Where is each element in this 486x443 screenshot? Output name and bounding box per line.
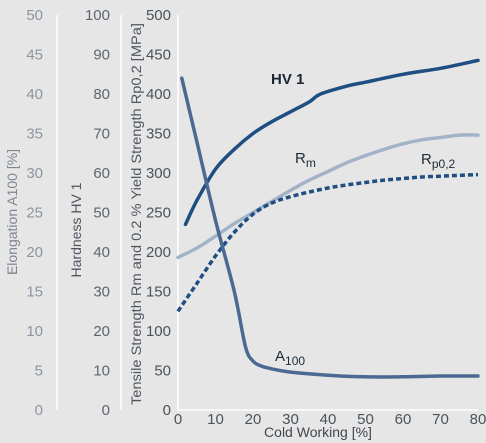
tick-strength-400: 400: [146, 86, 171, 103]
tick-strength-150: 150: [146, 284, 171, 301]
axis-title-strength-text: Tensile Strength Rm and 0.2 % Yield Stre…: [128, 23, 144, 405]
series-line-rp0-2: [176, 172, 479, 313]
series-line-a100: [180, 76, 480, 379]
tick-elongation-0: 0: [35, 402, 43, 419]
label-hv1-text: HV 1: [271, 71, 304, 88]
axis-title-elongation: Elongation A100 [%]: [4, 149, 20, 275]
tick-elongation-20: 20: [26, 244, 43, 261]
label-rm-main: R: [295, 150, 306, 167]
tick-x-70: 70: [432, 411, 449, 428]
tick-hardness-100: 100: [85, 7, 110, 24]
label-rp02-main: R: [421, 151, 432, 168]
label-a100-main: A: [275, 348, 285, 365]
axis-title-strength: Tensile Strength Rm and 0.2 % Yield Stre…: [128, 23, 144, 405]
tick-strength-300: 300: [146, 165, 171, 182]
tick-hardness-0: 0: [102, 402, 110, 419]
label-a100-sub: 100: [285, 354, 305, 368]
tick-hardness-50: 50: [93, 205, 110, 222]
axis-title-elongation-text: Elongation A100 [%]: [4, 149, 20, 275]
series-line-hv-1: [183, 58, 480, 227]
tick-elongation-5: 5: [35, 363, 43, 380]
label-rm-sub: m: [306, 156, 316, 170]
tick-elongation-25: 25: [26, 205, 43, 222]
ticks-elongation: 0 5 10 15 20 25 30 35 40 45 50: [26, 7, 43, 419]
tick-strength-250: 250: [146, 205, 171, 222]
axis-title-hardness-text: Hardness HV 1: [68, 182, 84, 277]
tick-strength-0: 0: [163, 402, 171, 419]
ticks-x: 0 10 20 30 40 50 60 70 80: [174, 411, 486, 428]
tick-elongation-50: 50: [26, 7, 43, 24]
tick-hardness-80: 80: [93, 86, 110, 103]
ticks-hardness: 0 10 20 30 40 50 60 70 80 90 100: [85, 7, 110, 419]
ticks-strength: 0 50 100 150 200 250 300 350 400 450 500: [146, 7, 171, 419]
tick-x-0: 0: [174, 411, 182, 428]
tick-elongation-35: 35: [26, 126, 43, 143]
label-hv1: HV 1: [271, 71, 304, 88]
tick-x-40: 40: [320, 411, 337, 428]
tick-x-50: 50: [357, 411, 374, 428]
tick-elongation-40: 40: [26, 86, 43, 103]
tick-hardness-30: 30: [93, 284, 110, 301]
label-rp02: Rp0,2: [421, 151, 456, 171]
tick-x-30: 30: [282, 411, 299, 428]
tick-strength-50: 50: [154, 363, 171, 380]
series-layer: [176, 58, 480, 379]
tick-elongation-30: 30: [26, 165, 43, 182]
axis-title-hardness: Hardness HV 1: [68, 182, 84, 277]
label-rp02-sub: p0,2: [432, 157, 456, 171]
axis-title-x-text: Cold Working [%]: [264, 424, 372, 440]
tick-hardness-10: 10: [93, 363, 110, 380]
tick-strength-500: 500: [146, 7, 171, 24]
series-line-rm: [176, 133, 480, 260]
label-rm: Rm: [295, 150, 316, 170]
tick-strength-200: 200: [146, 244, 171, 261]
tick-hardness-70: 70: [93, 126, 110, 143]
tick-elongation-10: 10: [26, 323, 43, 340]
tick-strength-100: 100: [146, 323, 171, 340]
axis-title-x: Cold Working [%]: [264, 424, 372, 440]
tick-hardness-20: 20: [93, 323, 110, 340]
tick-x-80: 80: [470, 411, 486, 428]
tick-elongation-15: 15: [26, 284, 43, 301]
label-a100: A100: [275, 348, 305, 368]
tick-x-60: 60: [395, 411, 412, 428]
tick-hardness-40: 40: [93, 244, 110, 261]
tick-strength-450: 450: [146, 47, 171, 64]
tick-hardness-90: 90: [93, 47, 110, 64]
tick-hardness-60: 60: [93, 165, 110, 182]
tick-elongation-45: 45: [26, 47, 43, 64]
tick-x-10: 10: [207, 411, 224, 428]
tick-x-20: 20: [245, 411, 262, 428]
tick-strength-350: 350: [146, 126, 171, 143]
